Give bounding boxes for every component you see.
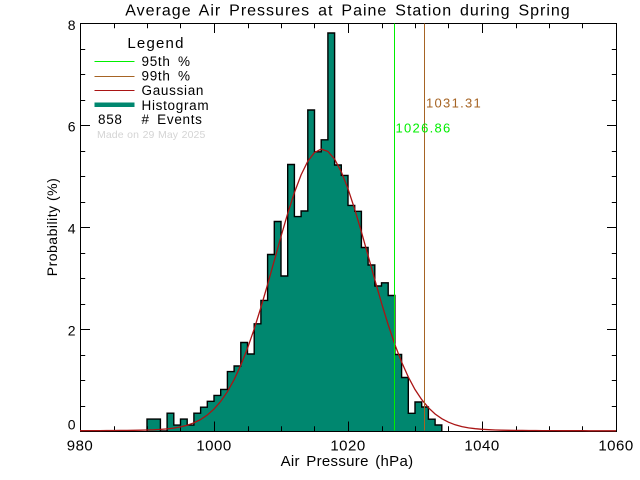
svg-text:1040: 1040 [464,438,499,455]
svg-text:1026.86: 1026.86 [396,121,452,136]
svg-text:1031.31: 1031.31 [426,96,482,111]
svg-text:858: 858 [98,112,123,127]
svg-text:Gaussian: Gaussian [142,83,205,98]
svg-text:2: 2 [68,323,76,339]
svg-text:1000: 1000 [196,438,231,455]
svg-text:Average Air Pressures at Paine: Average Air Pressures at Paine Station d… [125,3,570,20]
svg-text:980: 980 [67,438,94,455]
svg-text:Air Pressure (hPa): Air Pressure (hPa) [281,453,414,470]
svg-text:4: 4 [68,221,76,237]
svg-text:Probability (%): Probability (%) [44,178,60,277]
svg-text:1060: 1060 [598,438,633,455]
svg-text:8: 8 [68,17,76,33]
svg-text:1020: 1020 [330,438,365,455]
svg-text:# Events: # Events [142,112,203,127]
svg-text:Histogram: Histogram [142,98,210,113]
svg-text:Made on 29 May 2025: Made on 29 May 2025 [97,129,205,141]
svg-text:0: 0 [68,417,76,433]
svg-text:Legend: Legend [127,35,184,52]
svg-text:95th %: 95th % [142,54,191,69]
svg-text:99th %: 99th % [142,69,191,84]
svg-text:6: 6 [68,119,76,135]
